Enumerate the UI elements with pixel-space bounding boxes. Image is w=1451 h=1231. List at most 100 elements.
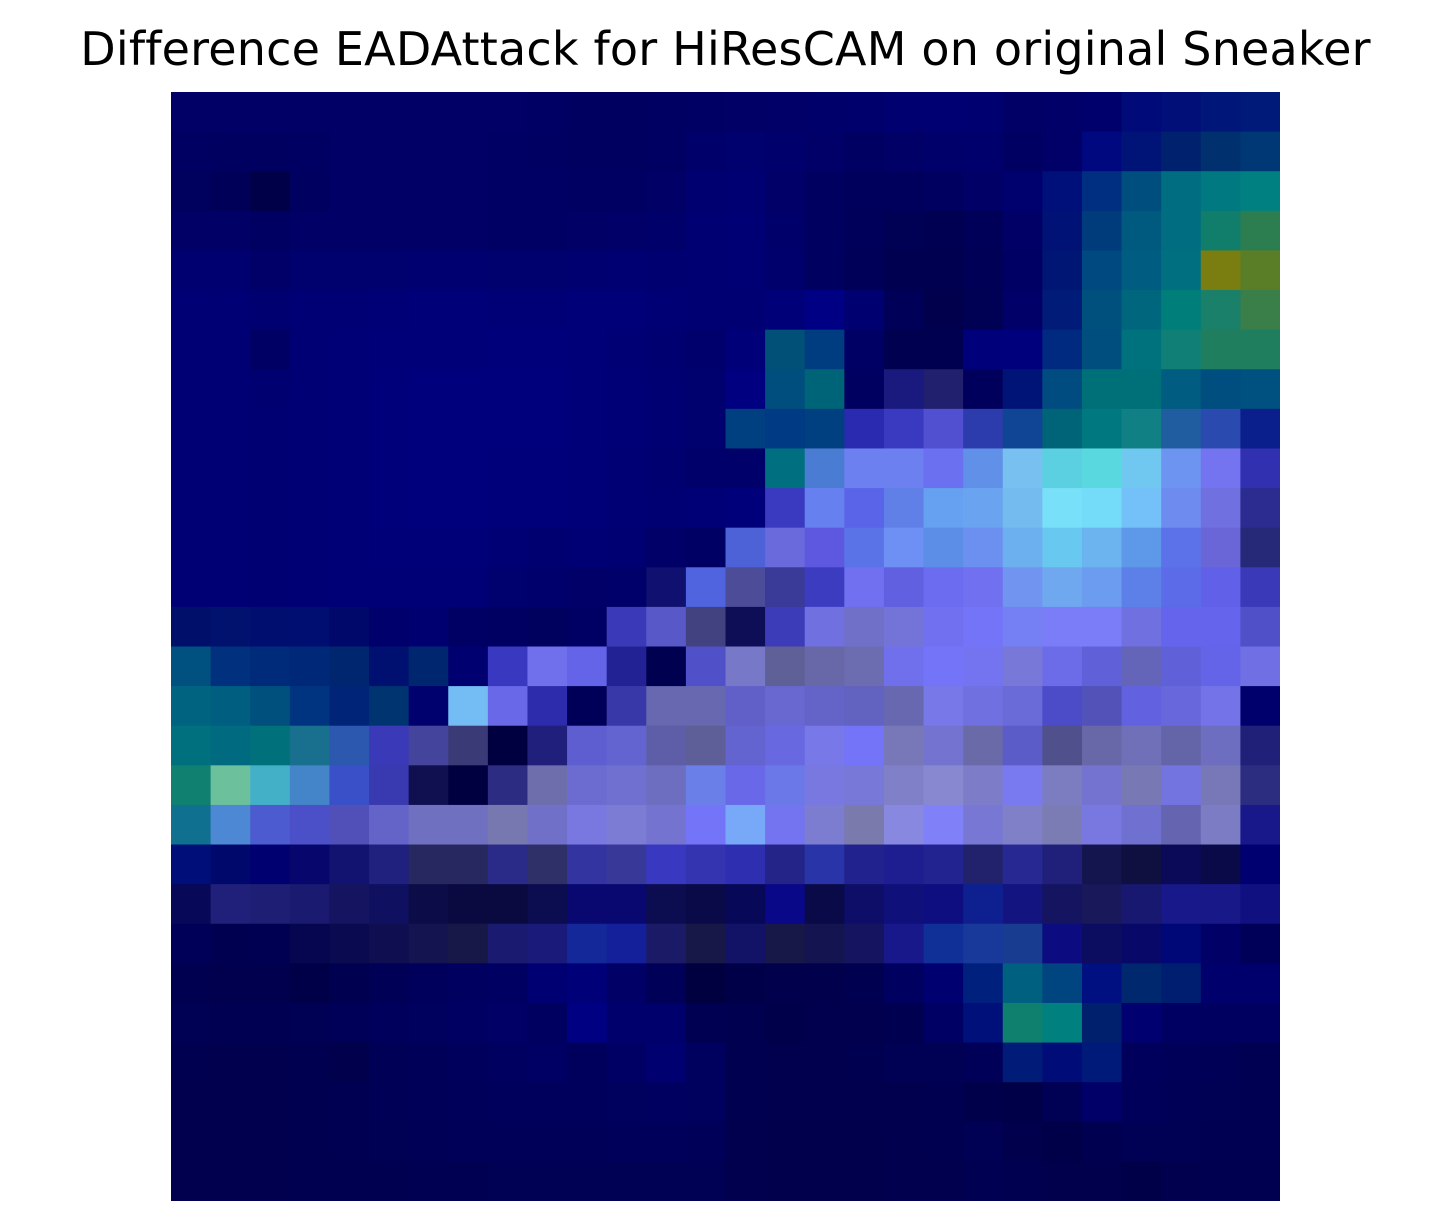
heatmap-cell-r3-c7 — [448, 211, 488, 251]
heatmap-cell-r15-c9 — [527, 686, 567, 726]
heatmap-cell-r27-c15 — [765, 1161, 805, 1201]
heatmap-cell-r11-c5 — [369, 528, 409, 568]
heatmap-cell-r6-c13 — [686, 330, 726, 370]
heatmap-cell-r13-c11 — [607, 607, 647, 647]
heatmap-cell-r20-c23 — [1082, 884, 1122, 924]
heatmap-cell-r14-c12 — [646, 647, 686, 687]
heatmap-cell-r12-c24 — [1122, 567, 1162, 607]
heatmap-cell-r27-c8 — [488, 1161, 528, 1201]
heatmap-cell-r21-c11 — [607, 924, 647, 964]
heatmap-cell-r9-c23 — [1082, 448, 1122, 488]
heatmap-cell-r10-c21 — [1003, 488, 1043, 528]
heatmap-cell-r15-c25 — [1161, 686, 1201, 726]
heatmap-cell-r6-c23 — [1082, 330, 1122, 370]
heatmap-cell-r9-c6 — [409, 448, 449, 488]
heatmap-cell-r14-c26 — [1201, 647, 1241, 687]
heatmap-cell-r9-c20 — [963, 448, 1003, 488]
heatmap-cell-r12-c2 — [250, 567, 290, 607]
heatmap-cell-r25-c17 — [844, 1082, 884, 1122]
heatmap-cell-r19-c24 — [1122, 845, 1162, 885]
heatmap-cell-r17-c1 — [211, 765, 251, 805]
heatmap-cell-r0-c8 — [488, 92, 528, 132]
heatmap-cell-r3-c24 — [1122, 211, 1162, 251]
heatmap-cell-r18-c19 — [924, 805, 964, 845]
heatmap-cell-r18-c17 — [844, 805, 884, 845]
heatmap-cell-r6-c24 — [1122, 330, 1162, 370]
heatmap-cell-r7-c19 — [924, 369, 964, 409]
heatmap-cell-r12-c18 — [884, 567, 924, 607]
heatmap-cell-r19-c1 — [211, 845, 251, 885]
heatmap-cell-r10-c26 — [1201, 488, 1241, 528]
heatmap-cell-r18-c20 — [963, 805, 1003, 845]
heatmap-cell-r16-c0 — [171, 726, 211, 766]
heatmap-cell-r22-c1 — [211, 963, 251, 1003]
heatmap-cell-r4-c17 — [844, 250, 884, 290]
heatmap-cell-r15-c10 — [567, 686, 607, 726]
heatmap-cell-r3-c26 — [1201, 211, 1241, 251]
heatmap-cell-r23-c2 — [250, 1003, 290, 1043]
heatmap-cell-r12-c23 — [1082, 567, 1122, 607]
heatmap-cell-r9-c27 — [1240, 448, 1280, 488]
heatmap-cell-r6-c16 — [805, 330, 845, 370]
heatmap-cell-r11-c17 — [844, 528, 884, 568]
heatmap-cell-r19-c6 — [409, 845, 449, 885]
heatmap-cell-r19-c2 — [250, 845, 290, 885]
heatmap-cell-r15-c13 — [686, 686, 726, 726]
heatmap-cell-r7-c13 — [686, 369, 726, 409]
heatmap-cell-r5-c15 — [765, 290, 805, 330]
heatmap-cell-r26-c24 — [1122, 1122, 1162, 1162]
heatmap-cell-r2-c14 — [726, 171, 766, 211]
heatmap-cell-r12-c1 — [211, 567, 251, 607]
heatmap-cell-r15-c11 — [607, 686, 647, 726]
heatmap-cell-r22-c19 — [924, 963, 964, 1003]
heatmap-cell-r13-c27 — [1240, 607, 1280, 647]
heatmap-cell-r0-c2 — [250, 92, 290, 132]
heatmap-cell-r5-c23 — [1082, 290, 1122, 330]
heatmap-cell-r13-c4 — [329, 607, 369, 647]
heatmap-cell-r24-c8 — [488, 1043, 528, 1083]
heatmap-cell-r15-c24 — [1122, 686, 1162, 726]
heatmap-cell-r19-c27 — [1240, 845, 1280, 885]
heatmap-cell-r12-c8 — [488, 567, 528, 607]
heatmap-cell-r18-c15 — [765, 805, 805, 845]
heatmap-cell-r8-c25 — [1161, 409, 1201, 449]
heatmap-cell-r9-c25 — [1161, 448, 1201, 488]
heatmap-cell-r19-c4 — [329, 845, 369, 885]
heatmap-cell-r14-c13 — [686, 647, 726, 687]
heatmap-cell-r8-c16 — [805, 409, 845, 449]
heatmap-cell-r7-c4 — [329, 369, 369, 409]
heatmap-cell-r15-c1 — [211, 686, 251, 726]
heatmap-cell-r1-c26 — [1201, 132, 1241, 172]
heatmap-cell-r20-c0 — [171, 884, 211, 924]
heatmap-cell-r8-c19 — [924, 409, 964, 449]
heatmap-cell-r19-c7 — [448, 845, 488, 885]
heatmap-cell-r23-c7 — [448, 1003, 488, 1043]
heatmap-cell-r8-c27 — [1240, 409, 1280, 449]
heatmap-cell-r26-c6 — [409, 1122, 449, 1162]
heatmap-cell-r13-c9 — [527, 607, 567, 647]
heatmap-cell-r10-c15 — [765, 488, 805, 528]
heatmap-cell-r25-c6 — [409, 1082, 449, 1122]
heatmap-cell-r2-c18 — [884, 171, 924, 211]
heatmap-cell-r25-c18 — [884, 1082, 924, 1122]
heatmap-cell-r27-c18 — [884, 1161, 924, 1201]
heatmap-cell-r20-c11 — [607, 884, 647, 924]
heatmap-cell-r2-c26 — [1201, 171, 1241, 211]
heatmap-cell-r11-c2 — [250, 528, 290, 568]
heatmap-cell-r24-c12 — [646, 1043, 686, 1083]
heatmap-cell-r8-c2 — [250, 409, 290, 449]
heatmap-cell-r3-c11 — [607, 211, 647, 251]
heatmap-cell-r25-c0 — [171, 1082, 211, 1122]
heatmap-cell-r1-c23 — [1082, 132, 1122, 172]
heatmap-cell-r24-c21 — [1003, 1043, 1043, 1083]
heatmap-cell-r2-c22 — [1042, 171, 1082, 211]
heatmap-cell-r15-c5 — [369, 686, 409, 726]
heatmap-cell-r13-c8 — [488, 607, 528, 647]
heatmap-cell-r2-c4 — [329, 171, 369, 211]
heatmap-cell-r11-c20 — [963, 528, 1003, 568]
heatmap-cell-r24-c23 — [1082, 1043, 1122, 1083]
heatmap-cell-r17-c16 — [805, 765, 845, 805]
heatmap-cell-r3-c15 — [765, 211, 805, 251]
heatmap-cell-r26-c3 — [290, 1122, 330, 1162]
heatmap-cell-r10-c23 — [1082, 488, 1122, 528]
